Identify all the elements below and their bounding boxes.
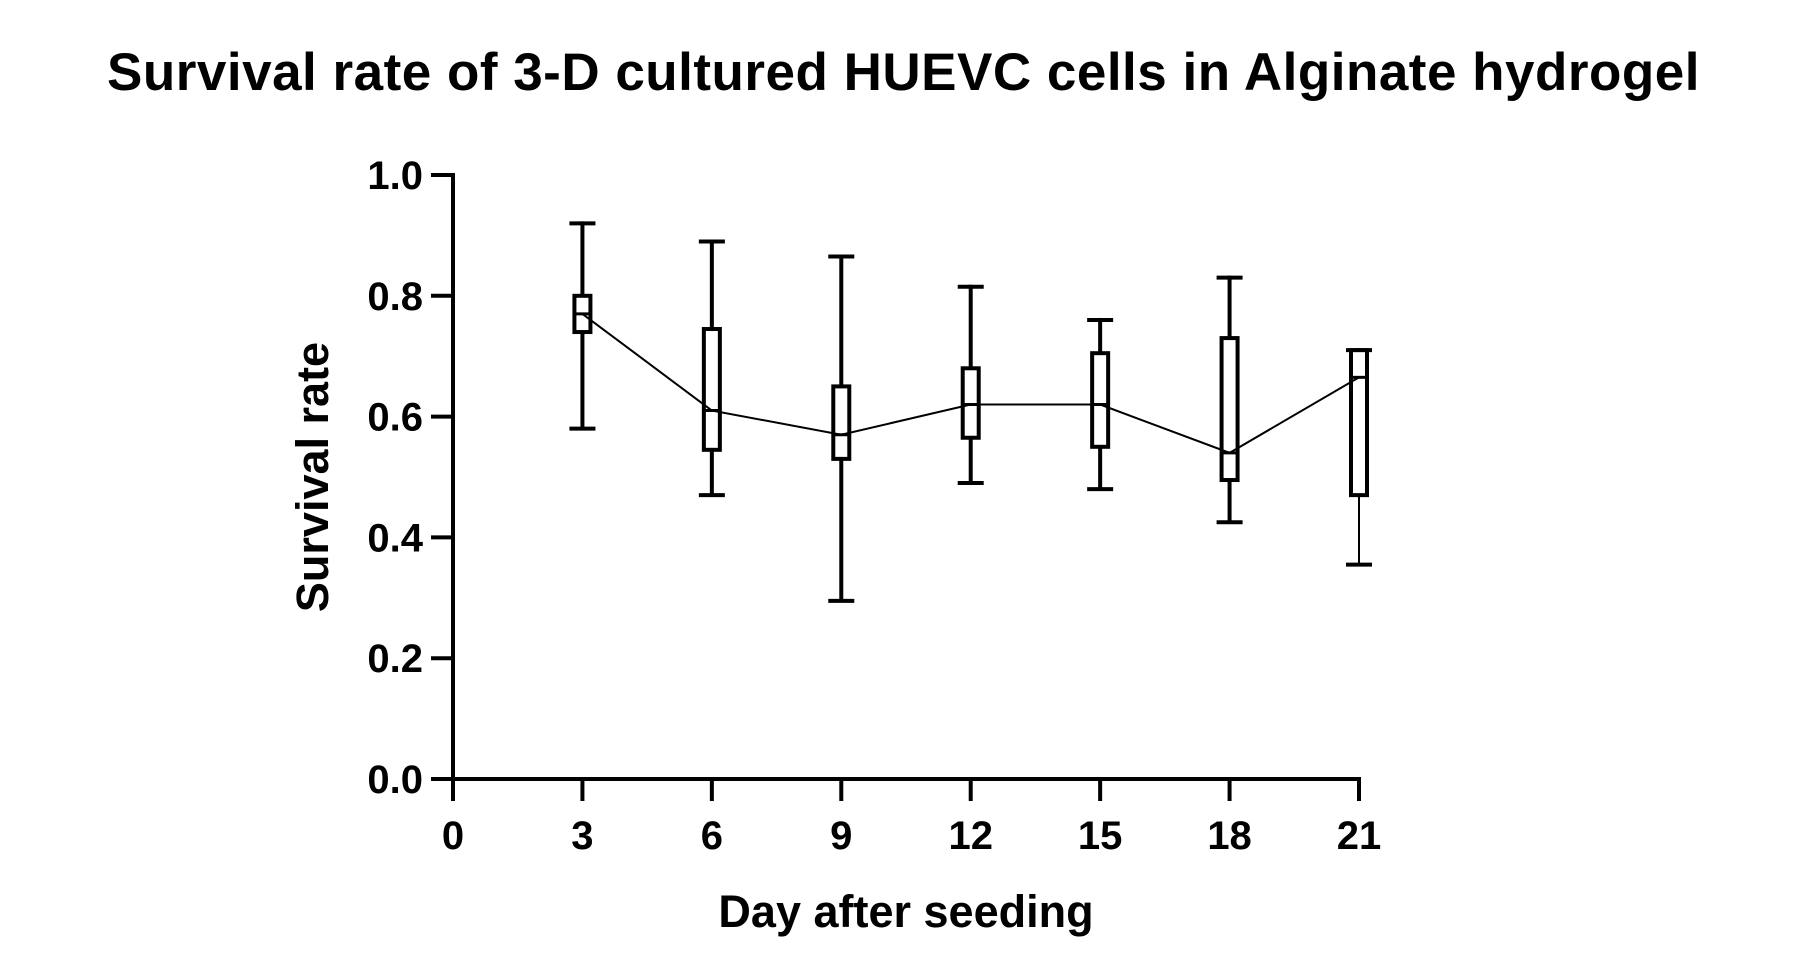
x-axis: 0 3 6 9 12 15 18 21 (442, 777, 1382, 858)
box-day-9 (828, 254, 855, 603)
y-tick-label: 0.2 (367, 637, 423, 681)
y-axis: 0.0 0.2 0.4 0.6 0.8 1.0 (367, 154, 455, 802)
box-day-18 (1216, 275, 1243, 525)
plot-marks (569, 221, 1372, 603)
x-tick-label: 15 (1078, 814, 1123, 858)
y-tick-label: 0.6 (367, 396, 423, 440)
box-iqr (701, 327, 722, 452)
box-iqr (960, 366, 981, 440)
x-tick-label: 12 (948, 814, 993, 858)
x-tick-label: 18 (1207, 814, 1252, 858)
x-tick-label: 21 (1337, 814, 1382, 858)
y-tick-label: 0.0 (367, 758, 423, 802)
box-day-15 (1087, 317, 1114, 492)
box-day-21 (1346, 348, 1372, 567)
x-tick-label: 6 (701, 814, 723, 858)
box-day-6 (698, 239, 725, 498)
x-tick-label: 0 (442, 814, 464, 858)
median-trend-line (581, 313, 1360, 454)
y-tick-label: 0.4 (367, 516, 423, 560)
chart-title: Survival rate of 3-D cultured HUEVC cell… (107, 43, 1700, 102)
x-tick-label: 3 (571, 814, 593, 858)
x-axis-label: Day after seeding (718, 886, 1093, 937)
box-iqr (831, 384, 852, 461)
box-iqr (1090, 351, 1111, 449)
box-day-12 (957, 284, 984, 486)
box-iqr (1349, 348, 1369, 498)
x-tick-label: 9 (830, 814, 852, 858)
y-tick-label: 0.8 (367, 275, 423, 319)
box-day-3 (569, 221, 596, 431)
y-tick-label: 1.0 (367, 154, 423, 198)
box-iqr (1219, 336, 1240, 483)
y-axis-label: Survival rate (287, 342, 338, 612)
